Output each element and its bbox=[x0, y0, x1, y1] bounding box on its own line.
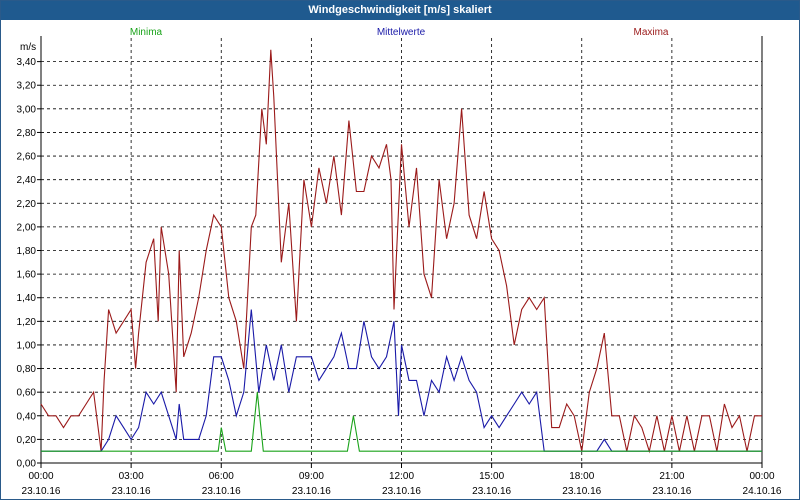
y-tick-label: 1,00 bbox=[17, 340, 37, 351]
y-tick-label: 1,40 bbox=[17, 293, 37, 304]
y-tick-label: 2,00 bbox=[17, 222, 37, 233]
x-axis-ticks: 00:00 23.10.16 03:00 23.10.16 06:00 23.10.16 0… bbox=[22, 463, 782, 497]
window-title: Windgeschwindigkeit [m/s] skaliert bbox=[1, 1, 799, 20]
series-lines bbox=[40, 49, 762, 454]
x-tick-time: 06:00 bbox=[209, 471, 234, 482]
x-tick-time: 21:00 bbox=[659, 471, 684, 482]
x-tick-time: 18:00 bbox=[569, 471, 594, 482]
y-tick-label: 2,80 bbox=[17, 128, 37, 139]
y-tick-label: 0,40 bbox=[17, 411, 37, 422]
x-tick-date: 23.10.16 bbox=[22, 486, 61, 497]
y-tick-label: 2,20 bbox=[17, 199, 37, 210]
legend-item-minima: Minima bbox=[130, 27, 163, 38]
x-tick-date: 23.10.16 bbox=[202, 486, 241, 497]
series-line-maxima bbox=[40, 49, 762, 454]
x-tick-date: 24.10.16 bbox=[743, 486, 782, 497]
y-tick-label: 2,60 bbox=[17, 152, 37, 163]
series-line-mittelwerte bbox=[41, 309, 762, 452]
y-axis-label: m/s bbox=[20, 42, 36, 53]
y-tick-label: 0,20 bbox=[17, 435, 37, 446]
y-tick-label: 0,80 bbox=[17, 364, 37, 375]
y-tick-label: 0,00 bbox=[17, 459, 37, 470]
y-tick-label: 3,00 bbox=[17, 104, 37, 115]
x-tick-date: 23.10.16 bbox=[382, 486, 421, 497]
x-tick-time: 12:00 bbox=[389, 471, 414, 482]
grid bbox=[41, 38, 762, 464]
y-tick-label: 1,60 bbox=[17, 270, 37, 281]
legend-item-mittelwerte: Mittelwerte bbox=[377, 27, 426, 38]
x-tick-date: 23.10.16 bbox=[652, 486, 691, 497]
x-tick-time: 00:00 bbox=[749, 471, 774, 482]
legend: Minima Mittelwerte Maxima bbox=[130, 27, 669, 38]
y-tick-label: 0,60 bbox=[17, 388, 37, 399]
x-tick-time: 09:00 bbox=[299, 471, 324, 482]
x-tick-time: 03:00 bbox=[119, 471, 144, 482]
y-tick-label: 3,40 bbox=[17, 57, 37, 68]
x-tick-date: 23.10.16 bbox=[472, 486, 511, 497]
x-tick-date: 23.10.16 bbox=[562, 486, 601, 497]
x-tick-date: 23.10.16 bbox=[112, 486, 151, 497]
x-tick-time: 15:00 bbox=[479, 471, 504, 482]
x-tick-date: 23.10.16 bbox=[292, 486, 331, 497]
y-axis-ticks: 0,00 0,20 0,40 0,60 0,80 1,00 1,20 1,40 1,60 1,80… bbox=[17, 57, 41, 470]
y-tick-label: 1,80 bbox=[17, 246, 37, 257]
y-tick-label: 2,40 bbox=[17, 175, 37, 186]
y-tick-label: 3,20 bbox=[17, 81, 37, 92]
series-line-minima bbox=[41, 392, 762, 452]
y-tick-label: 1,20 bbox=[17, 317, 37, 328]
legend-item-maxima: Maxima bbox=[633, 27, 668, 38]
x-tick-time: 00:00 bbox=[28, 471, 53, 482]
